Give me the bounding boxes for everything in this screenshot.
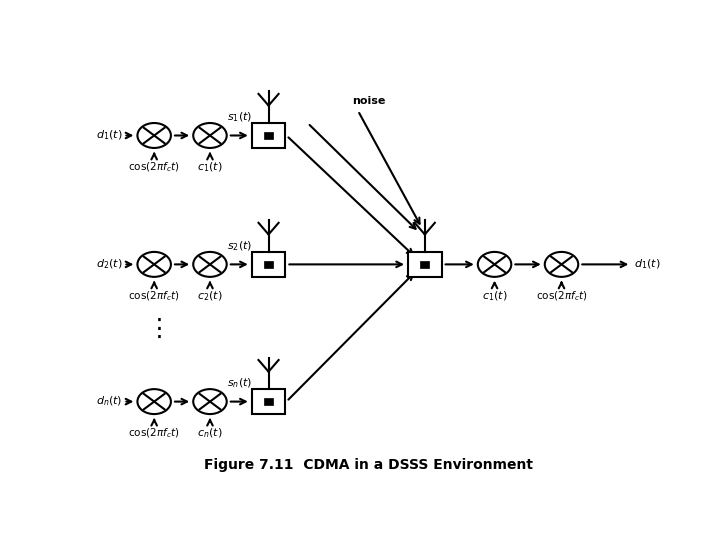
Text: $s_1(t)$: $s_1(t)$: [227, 110, 252, 124]
Text: $\cos(2\pi f_c t)$: $\cos(2\pi f_c t)$: [536, 289, 588, 303]
Bar: [420, 261, 430, 268]
Bar: [252, 389, 285, 414]
Bar: [252, 123, 285, 148]
Circle shape: [193, 389, 227, 414]
Text: $\cos(2\pi f_c t)$: $\cos(2\pi f_c t)$: [128, 427, 180, 440]
Circle shape: [138, 123, 171, 148]
Text: $c_n(t)$: $c_n(t)$: [197, 427, 222, 440]
Circle shape: [138, 252, 171, 277]
Text: $\cos(2\pi f_c t)$: $\cos(2\pi f_c t)$: [128, 160, 180, 174]
Circle shape: [545, 252, 578, 277]
Text: $s_2(t)$: $s_2(t)$: [227, 239, 252, 253]
Text: $d_1(t)$: $d_1(t)$: [634, 258, 660, 271]
Circle shape: [478, 252, 511, 277]
Text: $d_2(t)$: $d_2(t)$: [96, 258, 122, 271]
Text: $s_n(t)$: $s_n(t)$: [227, 376, 252, 390]
Text: noise: noise: [352, 96, 386, 106]
Bar: [252, 252, 285, 277]
Bar: [264, 261, 274, 268]
Bar: [264, 398, 274, 405]
Circle shape: [138, 389, 171, 414]
Text: $c_1(t)$: $c_1(t)$: [197, 160, 222, 174]
Text: $d_1(t)$: $d_1(t)$: [96, 129, 122, 142]
Text: $\vdots$: $\vdots$: [146, 317, 162, 341]
Bar: [408, 252, 441, 277]
Text: $\cos(2\pi f_c t)$: $\cos(2\pi f_c t)$: [128, 289, 180, 303]
Bar: [264, 132, 274, 139]
Text: Figure 7.11  CDMA in a DSSS Environment: Figure 7.11 CDMA in a DSSS Environment: [204, 458, 534, 472]
Circle shape: [193, 252, 227, 277]
Text: $c_1(t)$: $c_1(t)$: [482, 289, 508, 303]
Circle shape: [193, 123, 227, 148]
Text: $c_2(t)$: $c_2(t)$: [197, 289, 222, 303]
Text: $d_n(t)$: $d_n(t)$: [96, 395, 122, 408]
